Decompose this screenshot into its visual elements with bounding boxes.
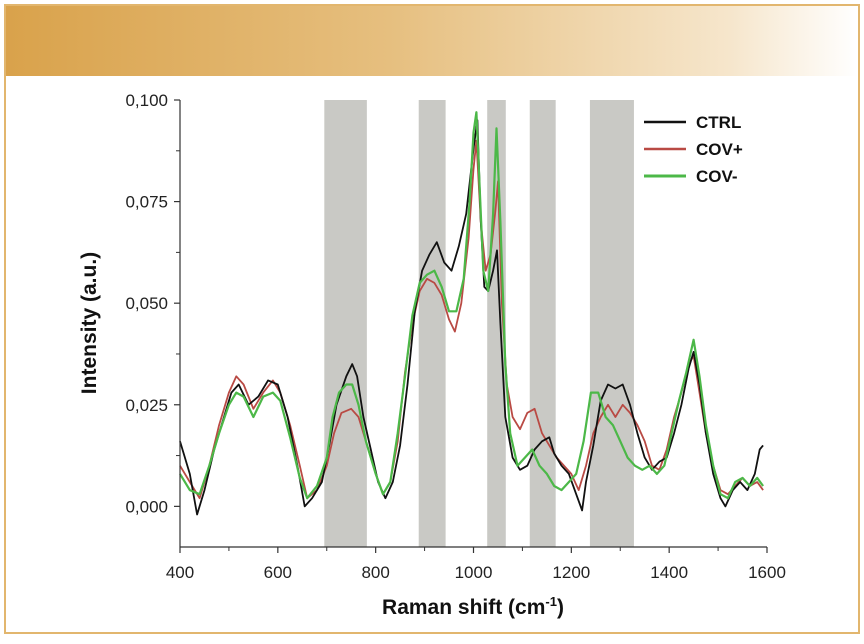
x-axis-title-tail: ) (557, 596, 564, 619)
x-tick-label: 1200 (552, 563, 590, 582)
x-ticks: 400 600 800 1000 1200 1400 1600 (166, 547, 786, 582)
shaded-region-3 (487, 100, 506, 547)
legend-label: COV- (696, 167, 738, 186)
y-tick-label: 0,100 (125, 91, 168, 110)
series-line-covplus (179, 139, 764, 500)
shaded-region-4 (529, 100, 556, 547)
y-tick-label: 0,050 (125, 294, 168, 313)
y-ticks: 0,000 0,025 0,050 0,075 0,100 (125, 91, 180, 516)
x-tick-label: 400 (166, 563, 194, 582)
shaded-regions (324, 100, 634, 547)
x-tick-label: 800 (361, 563, 389, 582)
shaded-region-2 (418, 100, 446, 547)
x-tick-label: 600 (264, 563, 292, 582)
legend-label: COV+ (696, 140, 743, 159)
x-tick-label: 1000 (455, 563, 493, 582)
x-tick-label: 1400 (650, 563, 688, 582)
series-line-ctrl (179, 119, 764, 516)
y-tick-label: 0,075 (125, 193, 168, 212)
x-tick-label: 1600 (748, 563, 786, 582)
y-axis-title: Intensity (a.u.) (78, 252, 101, 394)
series-line-covminus (179, 111, 764, 500)
shaded-region-1 (324, 100, 367, 547)
x-axis-title-superscript: -1 (545, 594, 557, 609)
legend-label: CTRL (696, 113, 741, 132)
y-tick-label: 0,025 (125, 396, 168, 415)
shaded-region-5 (589, 100, 634, 547)
y-tick-label: 0,000 (125, 497, 168, 516)
x-axis-title: Raman shift (cm-1) (382, 594, 564, 619)
legend: CTRL COV+ COV- (644, 113, 743, 186)
series-lines (179, 111, 764, 516)
header-banner (6, 6, 858, 76)
